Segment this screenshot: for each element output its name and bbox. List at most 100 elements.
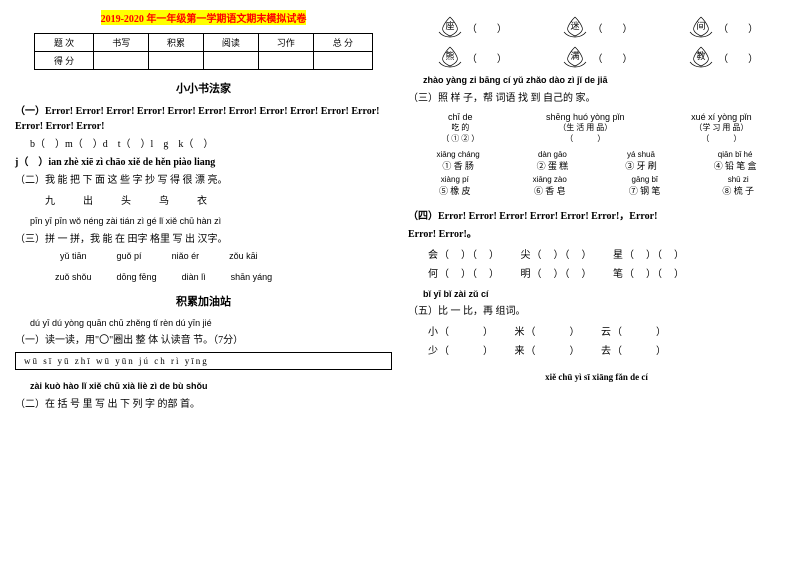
q1-jline: j（ ）ian zhè xiē zì chāo xiě de hěn piào … bbox=[15, 155, 392, 170]
pinyin-word: shān yáng bbox=[231, 271, 273, 285]
jilei-label: （一）读一读，用"〇"圈出 整 体 认读音 节。（7分） bbox=[15, 333, 392, 348]
word-item: xiàng pí⑤ 橡 皮 bbox=[439, 175, 471, 197]
td bbox=[203, 52, 258, 70]
char-row: 九 出 头 鸟 衣 bbox=[45, 192, 392, 207]
wn: ⑥ bbox=[534, 186, 543, 196]
svg-text:间: 间 bbox=[697, 20, 706, 31]
svg-text:熊: 熊 bbox=[445, 50, 454, 61]
char: 鸟 bbox=[159, 192, 169, 207]
wn: ③ bbox=[625, 161, 634, 171]
word-item: shū zi⑧ 梳 子 bbox=[722, 175, 754, 197]
wp: gāng bǐ bbox=[629, 175, 661, 184]
cat-pinyin: xué xí yòng pǐn bbox=[691, 112, 752, 122]
pinyin-word: niǎo ér bbox=[172, 250, 200, 264]
table-row: 题 次 书写 积累 阅读 习作 总 分 bbox=[34, 34, 372, 52]
right-column: 座 （ ） 迷 （ ） 间 （ ） 熊 （ ） 满 （ ） 教 （ ） zhào… bbox=[400, 0, 800, 565]
paren-row: 会（ ）（ ） 尖（ ）（ ） 星（ ）（ ） bbox=[428, 246, 785, 261]
cat-pinyin: shēng huó yòng pǐn bbox=[546, 112, 625, 122]
td bbox=[313, 52, 372, 70]
cat-hanzi: （学 习 用 品） bbox=[691, 122, 752, 133]
q4-label2: Error! Error!。 bbox=[408, 227, 785, 242]
score-table: 题 次 书写 积累 阅读 习作 总 分 得 分 bbox=[34, 33, 373, 70]
paren-row: 小（ ） 米（ ） 云（ ） bbox=[428, 323, 785, 338]
pinyin-word: zǒu kāi bbox=[229, 250, 258, 264]
table-row: 得 分 bbox=[34, 52, 372, 70]
wh: 橡 皮 bbox=[450, 186, 470, 196]
th: 习作 bbox=[258, 34, 313, 52]
wn: ⑧ bbox=[722, 186, 731, 196]
lotus-icon: 满 bbox=[560, 44, 590, 70]
paren-item: 米（ ） bbox=[515, 327, 576, 338]
cat-paren: （ ） bbox=[546, 133, 625, 144]
pinyin-word: dōng fēng bbox=[117, 271, 157, 285]
q3-pinyin: zhào yàng zi bāng cí yǔ zhǎo dào zì jǐ d… bbox=[408, 74, 785, 88]
category: chī de 吃 的 （ ① ② ） bbox=[441, 112, 479, 144]
paren-item: 明（ ）（ ） bbox=[521, 269, 588, 280]
paren-row: 何（ ）（ ） 明（ ）（ ） 笔（ ）（ ） bbox=[428, 265, 785, 280]
lotus-row: 熊 （ ） 满 （ ） 教 （ ） bbox=[408, 44, 785, 70]
category: shēng huó yòng pǐn （生 活 用 品） （ ） bbox=[546, 112, 625, 144]
lotus-item: 熊 （ ） bbox=[435, 44, 507, 70]
word-grid: xiāng cháng① 香 肠 dàn gāo② 蛋 糕 yá shuā③ 牙… bbox=[408, 150, 785, 172]
wn: ① bbox=[442, 161, 451, 171]
pinyin-row: yǔ tiān guǒ pí niǎo ér zǒu kāi bbox=[45, 250, 392, 264]
q2-label: （二）我 能 把 下 面 这 些 字 抄 写 得 很 漂 亮。 bbox=[15, 173, 392, 188]
paren-item: 何（ ）（ ） bbox=[428, 269, 495, 280]
paren-item: 来（ ） bbox=[515, 346, 576, 357]
exam-title: 2019-2020 年一年级第一学期语文期末模拟试卷 bbox=[101, 10, 307, 25]
td bbox=[94, 52, 149, 70]
lotus-icon: 座 bbox=[435, 14, 465, 40]
lotus-item: 满 （ ） bbox=[560, 44, 632, 70]
q2b-label: （二）在 括 号 里 写 出 下 列 字 的部 首。 bbox=[15, 397, 392, 412]
word-item: qiān bǐ hé④ 铅 笔 盒 bbox=[714, 150, 757, 172]
char: 头 bbox=[121, 192, 131, 207]
wp: yá shuā bbox=[625, 150, 657, 159]
word-box: wū sī yū zhī wū yūn jú ch rì yīng bbox=[15, 352, 392, 370]
char: 出 bbox=[83, 192, 93, 207]
category: xué xí yòng pǐn （学 习 用 品） （ ） bbox=[691, 112, 752, 144]
th: 阅读 bbox=[203, 34, 258, 52]
cat-hanzi: （生 活 用 品） bbox=[546, 122, 625, 133]
q5-pinyin: bǐ yī bǐ zài zǔ cí bbox=[408, 288, 785, 302]
paren-item: 尖（ ）（ ） bbox=[521, 250, 588, 261]
lotus-icon: 教 bbox=[686, 44, 716, 70]
lotus-icon: 间 bbox=[686, 14, 716, 40]
q3-pinyin: pīn yī pīn wǒ néng zài tián zì gé lǐ xiě… bbox=[15, 215, 392, 229]
wp: xiàng pí bbox=[439, 175, 471, 184]
paren: （ ） bbox=[467, 20, 507, 35]
word-item: yá shuā③ 牙 刷 bbox=[625, 150, 657, 172]
jilei-title: 积累加油站 bbox=[15, 293, 392, 309]
wn: ⑦ bbox=[629, 186, 638, 196]
wh: 香 肠 bbox=[454, 161, 474, 171]
q3-label: （三）拼 一 拼，我 能 在 田字 格里 写 出 汉字。 bbox=[15, 232, 392, 247]
q1-label: （一）Error! Error! Error! Error! Error! Er… bbox=[15, 104, 392, 134]
category-row: chī de 吃 的 （ ① ② ） shēng huó yòng pǐn （生… bbox=[408, 112, 785, 144]
th: 书写 bbox=[94, 34, 149, 52]
lotus-item: 教 （ ） bbox=[686, 44, 758, 70]
lotus-item: 迷 （ ） bbox=[560, 14, 632, 40]
paren-item: 去（ ） bbox=[601, 346, 667, 357]
wh: 铅 笔 盒 bbox=[725, 161, 757, 171]
wn: ④ bbox=[714, 161, 723, 171]
q4-label: （四）Error! Error! Error! Error! Error! Er… bbox=[408, 209, 785, 224]
cat-pinyin: chī de bbox=[441, 112, 479, 122]
left-column: 2019-2020 年一年级第一学期语文期末模拟试卷 题 次 书写 积累 阅读 … bbox=[0, 0, 400, 565]
paren-item: 少（ ） bbox=[428, 346, 489, 357]
paren-row: 少（ ） 来（ ） 去（ ） bbox=[428, 342, 785, 357]
lotus-item: 间 （ ） bbox=[686, 14, 758, 40]
paren-item: 会（ ）（ ） bbox=[428, 250, 495, 261]
pinyin-word: guǒ pí bbox=[117, 250, 142, 264]
lotus-icon: 熊 bbox=[435, 44, 465, 70]
wp: xiāng zào bbox=[533, 175, 567, 184]
q5-label: （五）比 一 比，再 组词。 bbox=[408, 304, 785, 319]
svg-text:满: 满 bbox=[571, 51, 580, 61]
word-item: dàn gāo② 蛋 糕 bbox=[537, 150, 569, 172]
paren-item: 星（ ）（ ） bbox=[613, 250, 685, 261]
q2b-pinyin: zài kuò hào lǐ xiě chū xià liè zì de bù … bbox=[15, 380, 392, 394]
cat-paren: （ ） bbox=[691, 133, 752, 144]
th: 总 分 bbox=[313, 34, 372, 52]
word-item: xiāng zào⑥ 香 皂 bbox=[533, 175, 567, 197]
footer-pinyin: xiě chū yì sī xiāng fǎn de cí bbox=[408, 372, 785, 382]
paren: （ ） bbox=[718, 20, 758, 35]
word-item: gāng bǐ⑦ 钢 笔 bbox=[629, 175, 661, 197]
